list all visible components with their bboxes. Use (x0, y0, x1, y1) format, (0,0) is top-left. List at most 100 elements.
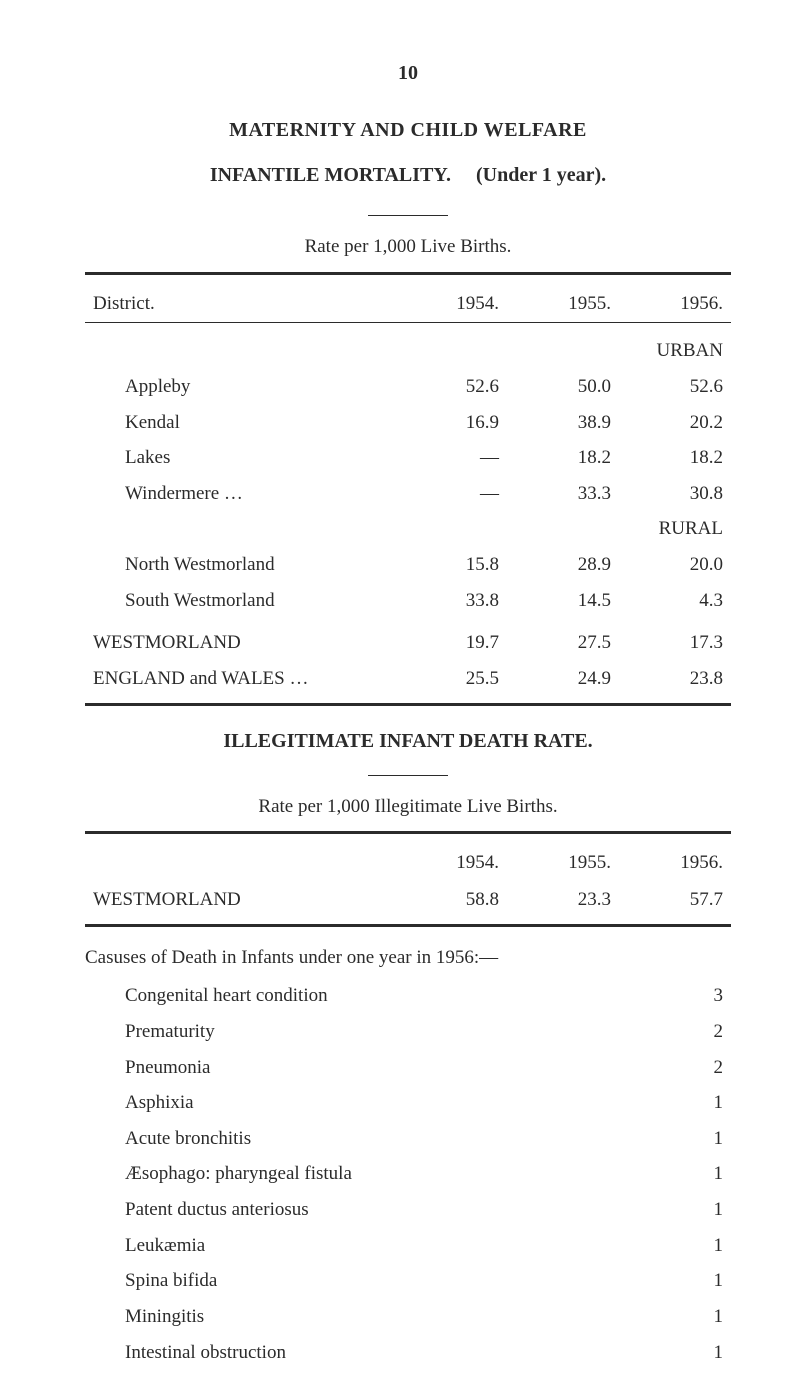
cell: 23.8 (619, 661, 731, 697)
table-row: Spina bifida 1 (85, 1263, 731, 1299)
mortality-table: District. 1954. 1955. 1956. (85, 285, 731, 323)
table-row: Leukæmia 1 (85, 1228, 731, 1264)
cause-label: Æsophago: pharyngeal fistula (85, 1156, 655, 1192)
row-westmorland-label: WESTMORLAND (85, 618, 395, 661)
group-urban-label: URBAN (85, 333, 731, 369)
table-row: Congenital heart condition 3 (85, 978, 731, 1014)
table-row: WESTMORLAND 58.8 23.3 57.7 (85, 882, 731, 918)
cell: 28.9 (507, 547, 619, 583)
row-label: Windermere … (85, 476, 395, 512)
table-row: Æsophago: pharyngeal fistula 1 (85, 1156, 731, 1192)
illegitimate-table: 1954. 1955. 1956. WESTMORLAND 58.8 23.3 … (85, 844, 731, 917)
cell: 18.2 (507, 440, 619, 476)
cell: 23.3 (507, 882, 619, 918)
page-number: 10 (85, 60, 731, 87)
table-row: Intestinal obstruction 1 (85, 1335, 731, 1371)
divider-short (368, 775, 448, 776)
cause-label: Pneumonia (85, 1050, 655, 1086)
col-year-1954: 1954. (395, 844, 507, 882)
cell: 50.0 (507, 369, 619, 405)
row-england-label: ENGLAND and WALES … (85, 661, 395, 697)
row-westmorland-label: WESTMORLAND (85, 882, 395, 918)
cell: 58.8 (395, 882, 507, 918)
cell: 30.8 (619, 476, 731, 512)
rate-caption-2: Rate per 1,000 Illegitimate Live Births. (85, 794, 731, 820)
cell: 27.5 (507, 618, 619, 661)
cause-count: 1 (655, 1192, 731, 1228)
cause-count: 1 (655, 1263, 731, 1299)
col-district: District. (85, 285, 395, 323)
table-header-row: District. 1954. 1955. 1956. (85, 285, 731, 323)
rate-caption-1: Rate per 1,000 Live Births. (85, 234, 731, 260)
cell: 15.8 (395, 547, 507, 583)
heading-infantile-right: (Under 1 year). (476, 164, 606, 186)
cause-label: Spina bifida (85, 1263, 655, 1299)
col-year-1956: 1956. (619, 285, 731, 323)
row-label: North Westmorland (85, 547, 395, 583)
row-label: Kendal (85, 405, 395, 441)
table-row: Prematurity 2 (85, 1014, 731, 1050)
table-row: Acute bronchitis 1 (85, 1121, 731, 1157)
cause-label: Leukæmia (85, 1228, 655, 1264)
cause-count: 1 (655, 1228, 731, 1264)
cell: 14.5 (507, 583, 619, 619)
cause-label: Intestinal obstruction (85, 1335, 655, 1371)
causes-table: Congenital heart condition 3 Prematurity… (85, 978, 731, 1370)
table-row: Patent ductus anteriosus 1 (85, 1192, 731, 1228)
cause-label: Acute bronchitis (85, 1121, 655, 1157)
col-year-1956: 1956. (619, 844, 731, 882)
cause-label: Prematurity (85, 1014, 655, 1050)
row-label: Lakes (85, 440, 395, 476)
cell: 24.9 (507, 661, 619, 697)
divider-thick (85, 703, 731, 706)
cause-count: 2 (655, 1014, 731, 1050)
divider-thin (85, 322, 731, 323)
cell: 20.0 (619, 547, 731, 583)
cause-count: 1 (655, 1085, 731, 1121)
cell: 52.6 (395, 369, 507, 405)
cell: 33.3 (507, 476, 619, 512)
cell: 57.7 (619, 882, 731, 918)
group-rural-label: RURAL (85, 511, 731, 547)
heading-maternity: MATERNITY AND CHILD WELFARE (85, 117, 731, 144)
causes-heading: Casuses of Death in Infants under one ye… (85, 945, 731, 971)
row-label: South Westmorland (85, 583, 395, 619)
cell: 19.7 (395, 618, 507, 661)
row-label: Appleby (85, 369, 395, 405)
cell: 18.2 (619, 440, 731, 476)
table-row: Kendal 16.9 38.9 20.2 (85, 405, 731, 441)
cause-label: Congenital heart condition (85, 978, 655, 1014)
table-row: WESTMORLAND 19.7 27.5 17.3 (85, 618, 731, 661)
mortality-table-body: URBAN Appleby 52.6 50.0 52.6 Kendal 16.9… (85, 333, 731, 696)
col-blank (85, 844, 395, 882)
cell: — (395, 440, 507, 476)
heading-illegitimate: ILLEGITIMATE INFANT DEATH RATE. (85, 728, 731, 755)
divider-thick (85, 924, 731, 927)
divider-thick (85, 831, 731, 834)
cause-label: Asphixia (85, 1085, 655, 1121)
table-row: Windermere … — 33.3 30.8 (85, 476, 731, 512)
table-row: Miningitis 1 (85, 1299, 731, 1335)
cause-label: Miningitis (85, 1299, 655, 1335)
table-row: ENGLAND and WALES … 25.5 24.9 23.8 (85, 661, 731, 697)
cell: 52.6 (619, 369, 731, 405)
table-header-row: 1954. 1955. 1956. (85, 844, 731, 882)
cause-count: 1 (655, 1121, 731, 1157)
divider-thick (85, 272, 731, 275)
table-row: North Westmorland 15.8 28.9 20.0 (85, 547, 731, 583)
cause-count: 2 (655, 1050, 731, 1086)
cell: 20.2 (619, 405, 731, 441)
table-row: Pneumonia 2 (85, 1050, 731, 1086)
table-row: Appleby 52.6 50.0 52.6 (85, 369, 731, 405)
cell: 25.5 (395, 661, 507, 697)
cell: — (395, 476, 507, 512)
cause-count: 1 (655, 1335, 731, 1371)
cause-label: Patent ductus anteriosus (85, 1192, 655, 1228)
col-year-1954: 1954. (395, 285, 507, 323)
cell: 33.8 (395, 583, 507, 619)
table-row: Lakes — 18.2 18.2 (85, 440, 731, 476)
cell: 17.3 (619, 618, 731, 661)
group-rural-row: RURAL (85, 511, 731, 547)
cell: 38.9 (507, 405, 619, 441)
cause-count: 3 (655, 978, 731, 1014)
